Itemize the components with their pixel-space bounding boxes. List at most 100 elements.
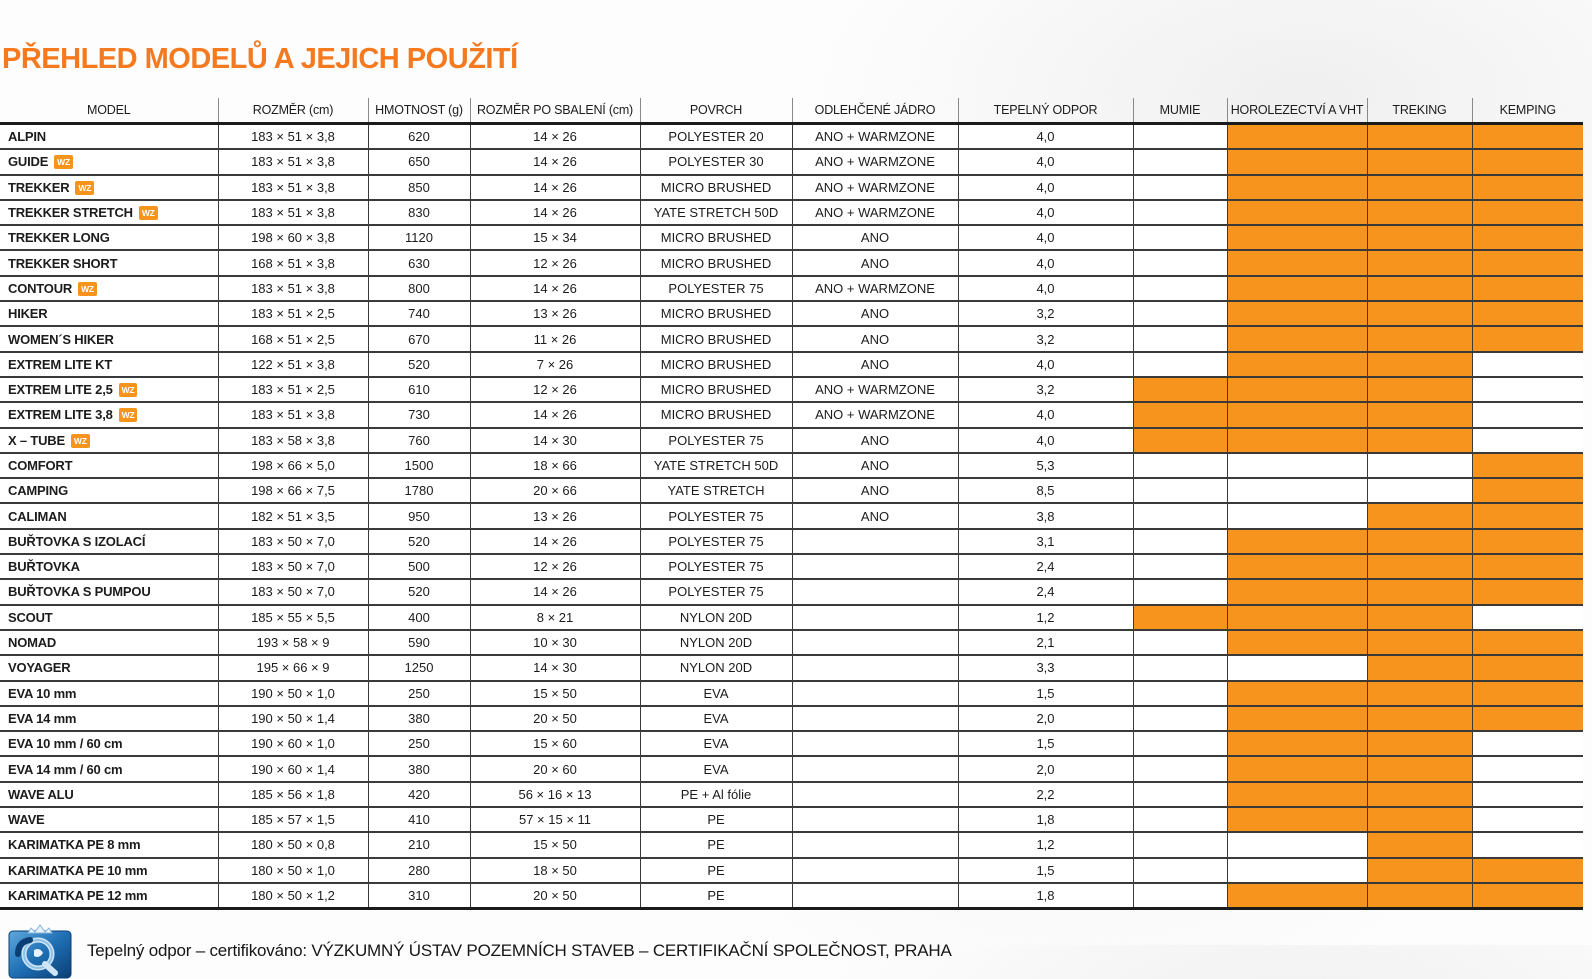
table-body: ALPIN 183 × 51 × 3,8 620 14 × 26 POLYESTER 2…	[0, 122, 1583, 911]
surface-cell: EVA	[639, 755, 792, 782]
weight-cell: 310	[367, 881, 470, 911]
use-mumie-cell	[1132, 375, 1227, 403]
warmzone-badge: WZ	[118, 383, 138, 398]
core-cell: ANO	[791, 477, 958, 504]
weight-cell: 740	[367, 300, 470, 327]
surface-cell: YATE STRETCH	[639, 477, 792, 504]
use-mumie-cell	[1132, 603, 1227, 630]
table-row: BUŘTOVKA 183 × 50 × 7,0 500 12 × 26 POLYESTE…	[0, 553, 1583, 580]
table-row: TREKKER SHORT 168 × 51 × 3,8 630 12 × 26 MIC…	[0, 249, 1583, 276]
model-name: TREKKER STRETCH	[8, 205, 133, 221]
use-mumie-cell	[1132, 426, 1227, 453]
use-horolezectvi-cell	[1226, 274, 1367, 302]
use-kemping-cell	[1471, 451, 1583, 479]
model-name: KARIMATKA PE 10 mm	[8, 862, 148, 878]
use-treking-cell	[1366, 679, 1472, 706]
size-cell: 183 × 50 × 7,0	[217, 553, 368, 580]
use-horolezectvi-cell	[1226, 300, 1367, 327]
core-cell	[791, 704, 958, 732]
size-cell: 180 × 50 × 1,2	[217, 881, 368, 911]
column-header: POVRCH	[639, 98, 792, 124]
model-name: COMFORT	[8, 458, 73, 473]
model-name: BUŘTOVKA S PUMPOU	[8, 584, 151, 600]
table-row: WOMEN´S HIKER 168 × 51 × 2,5 670 11 × 26 MIC…	[0, 325, 1583, 352]
use-treking-cell	[1366, 730, 1472, 757]
use-mumie-cell	[1132, 578, 1227, 605]
use-treking-cell	[1366, 704, 1472, 732]
thermal-resistance-cell: 5,3	[957, 451, 1133, 479]
warmzone-badge: WZ	[138, 206, 158, 221]
model-name: TREKKER SHORT	[8, 255, 118, 271]
core-cell: ANO	[791, 249, 958, 276]
weight-cell: 520	[367, 350, 470, 377]
thermal-resistance-cell: 1,2	[957, 603, 1133, 630]
use-kemping-cell	[1471, 249, 1583, 276]
use-mumie-cell	[1132, 730, 1227, 757]
model-cell: WAVE ALU	[0, 780, 218, 808]
packed-size-cell: 20 × 60	[469, 755, 640, 782]
use-kemping-cell	[1471, 300, 1583, 327]
size-cell: 183 × 51 × 2,5	[217, 300, 368, 327]
use-horolezectvi-cell	[1226, 628, 1367, 656]
packed-size-cell: 20 × 66	[469, 477, 640, 504]
weight-cell: 830	[367, 198, 470, 226]
use-mumie-cell	[1132, 881, 1227, 911]
models-table: MODEL ROZMĚR (cm) HMOTNOST (g) ROZMĚR PO SB…	[0, 98, 1583, 911]
packed-size-cell: 14 × 26	[469, 148, 640, 175]
size-cell: 198 × 60 × 3,8	[217, 224, 368, 251]
packed-size-cell: 14 × 26	[469, 578, 640, 605]
packed-size-cell: 14 × 26	[469, 401, 640, 428]
model-name: WOMEN´S HIKER	[8, 331, 114, 347]
use-horolezectvi-cell	[1226, 730, 1367, 757]
size-cell: 198 × 66 × 7,5	[217, 477, 368, 504]
table-row: EVA 14 mm 190 × 50 × 1,4 380 20 × 50 EVA 2,0	[0, 704, 1583, 732]
use-kemping-cell	[1471, 628, 1583, 656]
model-name: EVA 14 mm	[8, 710, 77, 726]
table-row: COMFORT 198 × 66 × 5,0 1500 18 × 66 YATE STR…	[0, 451, 1583, 479]
use-kemping-cell	[1471, 654, 1583, 681]
model-cell: TREKKER STRETCH WZ	[0, 198, 218, 226]
packed-size-cell: 20 × 50	[469, 881, 640, 911]
core-cell	[791, 806, 958, 833]
use-horolezectvi-cell	[1226, 198, 1367, 226]
use-mumie-cell	[1132, 401, 1227, 428]
warmzone-badge: WZ	[54, 155, 73, 170]
table-row: ALPIN 183 × 51 × 3,8 620 14 × 26 POLYESTER 2…	[0, 122, 1583, 150]
surface-cell: PE + Al fólie	[639, 780, 792, 808]
size-cell: 185 × 56 × 1,8	[217, 780, 368, 808]
size-cell: 190 × 50 × 1,0	[217, 679, 368, 706]
use-treking-cell	[1366, 300, 1472, 327]
packed-size-cell: 13 × 26	[469, 502, 640, 529]
catalog-page: PŘEHLED MODELŮ A JEJICH POUŽITÍ MODEL ROZ…	[0, 44, 1583, 979]
use-treking-cell	[1366, 628, 1472, 656]
table-row: NOMAD 193 × 58 × 9 590 10 × 30 NYLON 20D 2,1	[0, 628, 1583, 656]
use-horolezectvi-cell	[1226, 477, 1367, 504]
use-horolezectvi-cell	[1226, 654, 1367, 681]
table-row: KARIMATKA PE 10 mm 180 × 50 × 1,0 280 18 × …	[0, 856, 1583, 883]
surface-cell: POLYESTER 75	[639, 426, 792, 453]
use-horolezectvi-cell	[1226, 578, 1367, 605]
core-cell: ANO	[791, 350, 958, 377]
use-mumie-cell	[1132, 325, 1227, 352]
thermal-resistance-cell: 1,5	[957, 679, 1133, 706]
use-kemping-cell	[1471, 679, 1583, 706]
use-mumie-cell	[1132, 502, 1227, 529]
use-treking-cell	[1366, 350, 1472, 377]
table-row: EXTREM LITE 3,8 WZ 183 × 51 × 3,8 730 14 × 2…	[0, 401, 1583, 428]
weight-cell: 280	[367, 856, 470, 883]
use-horolezectvi-cell	[1226, 451, 1367, 479]
use-mumie-cell	[1132, 148, 1227, 175]
surface-cell: MICRO BRUSHED	[639, 350, 792, 377]
weight-cell: 1500	[367, 451, 470, 479]
use-kemping-cell	[1471, 527, 1583, 555]
thermal-resistance-cell: 4,0	[957, 224, 1133, 251]
use-mumie-cell	[1132, 628, 1227, 656]
size-cell: 183 × 50 × 7,0	[217, 578, 368, 605]
use-horolezectvi-cell	[1226, 831, 1367, 858]
surface-cell: PE	[639, 881, 792, 911]
core-cell: ANO	[791, 224, 958, 251]
size-cell: 183 × 51 × 3,8	[217, 198, 368, 226]
use-mumie-cell	[1132, 350, 1227, 377]
model-cell: EXTREM LITE KT	[0, 350, 218, 377]
header-row: MODEL ROZMĚR (cm) HMOTNOST (g) ROZMĚR PO SB…	[0, 98, 1583, 124]
